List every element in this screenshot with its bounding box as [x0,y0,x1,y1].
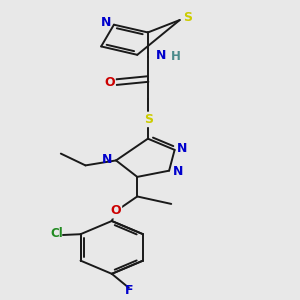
Text: H: H [170,50,180,63]
Text: Cl: Cl [51,227,63,240]
Text: N: N [177,142,188,155]
Text: S: S [183,11,192,24]
Text: N: N [172,165,183,178]
Text: N: N [102,153,113,166]
Text: N: N [101,16,112,29]
Text: F: F [124,284,133,297]
Text: O: O [110,204,121,217]
Text: S: S [144,113,153,126]
Text: N: N [156,49,167,62]
Text: O: O [104,76,115,89]
